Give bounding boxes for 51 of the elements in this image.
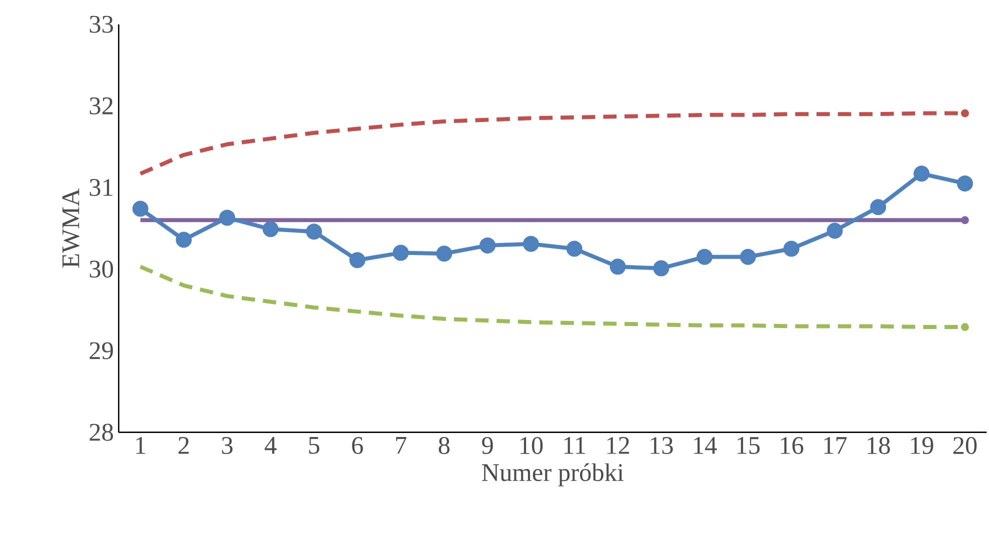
x-tick-label: 20 — [953, 437, 977, 454]
y-tick-label: 30 — [90, 260, 113, 278]
point — [956, 175, 973, 192]
point — [960, 216, 969, 224]
point — [783, 240, 800, 257]
x-tick-label: 9 — [482, 437, 493, 454]
point — [960, 323, 969, 332]
x-tick-label: 12 — [607, 437, 630, 454]
y-tick-label: 31 — [90, 179, 112, 196]
point — [436, 246, 452, 262]
point — [914, 166, 930, 182]
point — [522, 236, 539, 252]
y-tick-label: 29 — [90, 342, 113, 360]
point — [392, 244, 409, 261]
x-tick-label: 2 — [178, 437, 189, 454]
x-tick-label: 17 — [824, 437, 847, 454]
x-tick-label: 18 — [868, 437, 890, 454]
x-tick-label: 16 — [780, 437, 804, 454]
point — [176, 232, 192, 248]
y-tick-label: 28 — [90, 424, 113, 441]
point — [480, 237, 496, 254]
point — [610, 258, 626, 275]
point — [132, 200, 148, 217]
x-tick-label: 19 — [911, 437, 934, 454]
x-tick-label: 6 — [352, 437, 363, 454]
point — [306, 224, 322, 240]
point — [960, 109, 969, 118]
y-tick-label: 33 — [90, 16, 113, 33]
x-tick-label: 3 — [222, 437, 233, 454]
point — [262, 221, 279, 238]
y-tick-label: 32 — [90, 97, 113, 114]
x-tick-label: 11 — [564, 437, 586, 454]
point — [870, 199, 886, 216]
point — [696, 248, 713, 265]
point — [566, 240, 582, 257]
x-tick-label: 14 — [694, 437, 717, 454]
x-tick-label: 8 — [438, 437, 450, 454]
x-tick-label: 7 — [396, 437, 406, 454]
x-tick-label: 5 — [309, 437, 320, 454]
x-tick-label: 1 — [136, 437, 146, 454]
x-tick-label: 15 — [738, 437, 760, 454]
point — [349, 252, 366, 268]
x-tick-label: 10 — [520, 437, 543, 454]
point — [740, 248, 756, 265]
point — [219, 210, 236, 226]
x-tick-label: 4 — [264, 437, 277, 454]
x-axis-title: Numer próbki — [482, 463, 624, 486]
point — [653, 260, 670, 276]
point — [826, 222, 843, 239]
x-tick-label: 13 — [650, 437, 673, 454]
y-axis-title: EWMA — [62, 188, 80, 268]
